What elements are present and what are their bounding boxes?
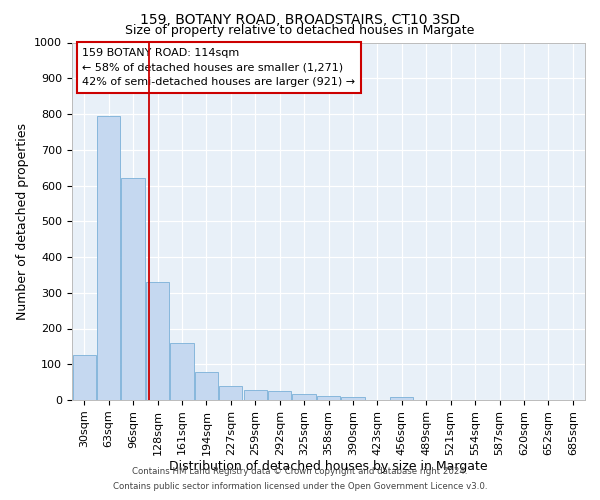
Bar (73, 356, 96, 400)
Bar (268, 391, 291, 400)
Bar (195, 372, 218, 400)
Text: Size of property relative to detached houses in Margate: Size of property relative to detached ho… (125, 24, 475, 37)
Bar (341, 397, 365, 400)
Bar (121, 178, 145, 400)
Bar (146, 282, 169, 400)
Bar (244, 390, 267, 400)
Bar (219, 386, 242, 400)
Bar (292, 394, 316, 400)
Text: Contains HM Land Registry data © Crown copyright and database right 2024.: Contains HM Land Registry data © Crown c… (132, 467, 468, 476)
Y-axis label: Number of detached properties: Number of detached properties (16, 122, 29, 320)
Bar (390, 397, 413, 400)
Text: Contains public sector information licensed under the Open Government Licence v3: Contains public sector information licen… (113, 482, 487, 491)
Text: 159, BOTANY ROAD, BROADSTAIRS, CT10 3SD: 159, BOTANY ROAD, BROADSTAIRS, CT10 3SD (140, 12, 460, 26)
Bar (97, 116, 120, 400)
Text: 159 BOTANY ROAD: 114sqm
← 58% of detached houses are smaller (1,271)
42% of semi: 159 BOTANY ROAD: 114sqm ← 58% of detache… (82, 48, 355, 88)
Bar (317, 396, 340, 400)
Bar (170, 343, 194, 400)
X-axis label: Distribution of detached houses by size in Margate: Distribution of detached houses by size … (169, 460, 488, 473)
